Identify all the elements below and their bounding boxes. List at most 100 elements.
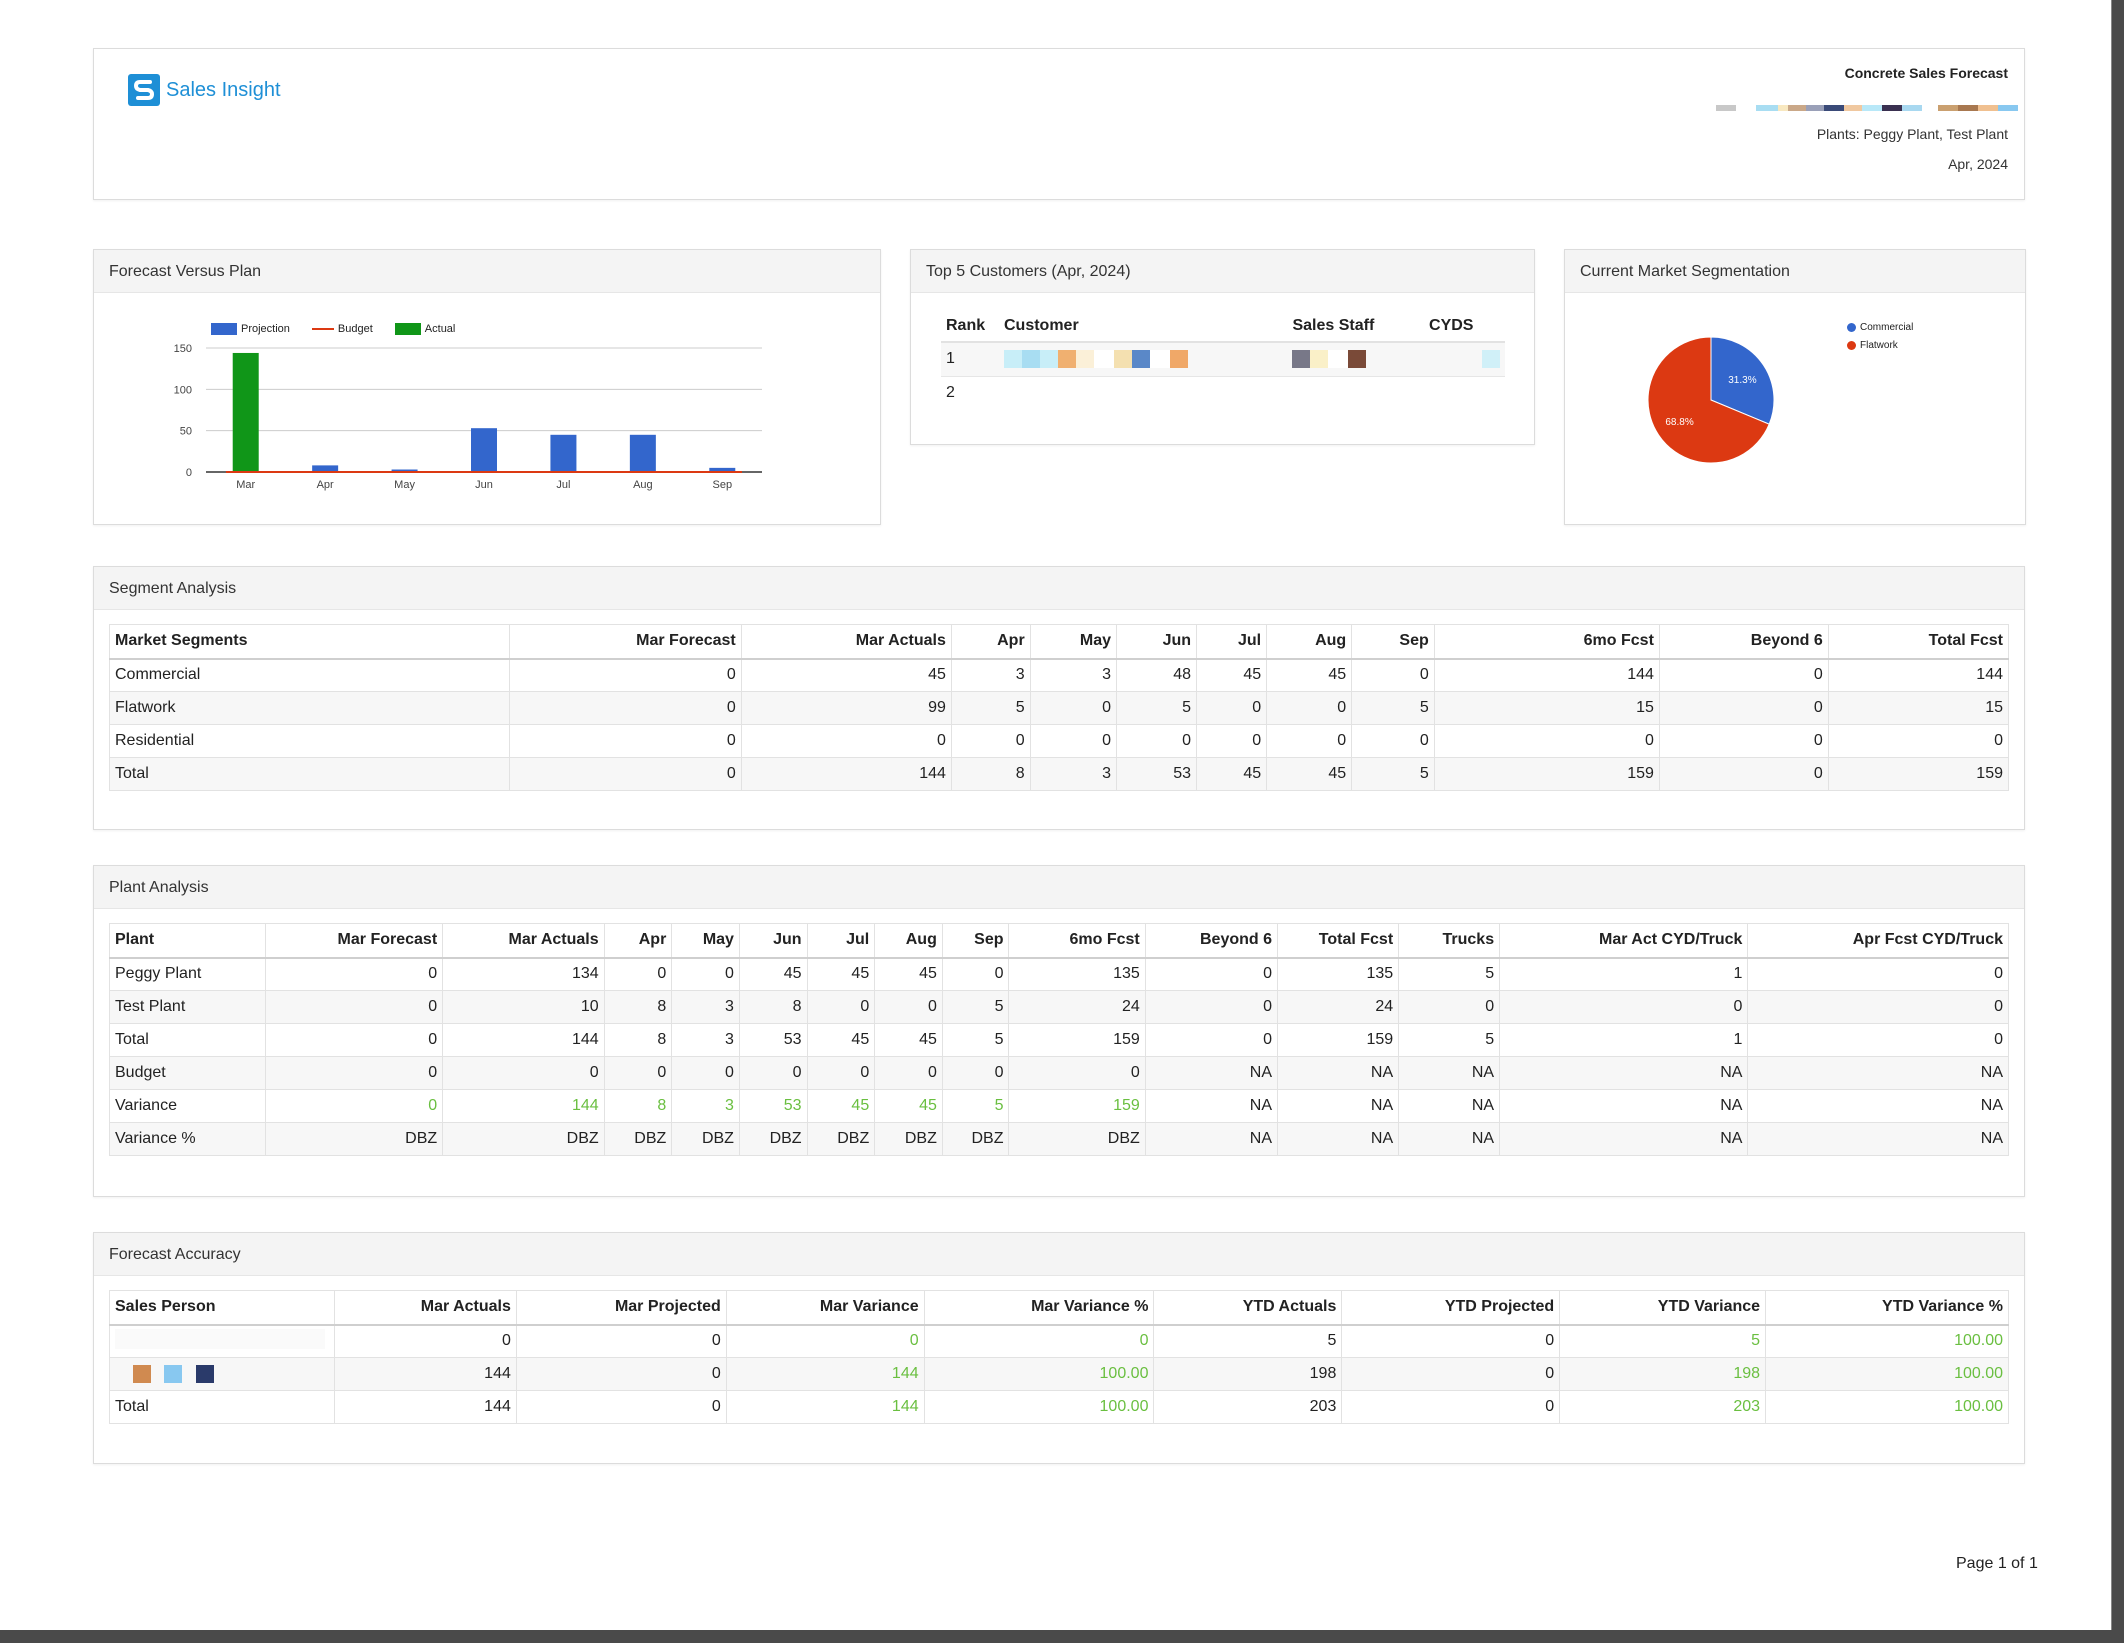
sales-insight-logo-icon [128, 74, 160, 106]
table-cell: NA [1277, 1122, 1400, 1156]
table-cell: 0 [603, 1056, 673, 1090]
table-cell: 8 [738, 990, 808, 1024]
table-cell: 53 [738, 1089, 808, 1123]
table-cell: 5 [1115, 691, 1198, 725]
table-cell: 134 [442, 957, 605, 991]
table-cell: 45 [874, 957, 943, 991]
table-cell: 5 [941, 990, 1010, 1024]
table-cell: NA [1277, 1056, 1400, 1090]
table-cell: 0 [265, 957, 444, 991]
table-cell: 0 [941, 957, 1010, 991]
col-rank: Rank [941, 316, 999, 343]
table-cell: Residential [108, 724, 511, 758]
col-customer: Customer [999, 316, 1288, 343]
table-cell: 8 [950, 757, 1031, 791]
redacted-color-strip [1716, 105, 2018, 111]
table-cell: 0 [1341, 1390, 1561, 1424]
column-header: YTD Projected [1341, 1290, 1561, 1326]
table-cell: NA [1144, 1122, 1279, 1156]
table-cell: 198 [1559, 1357, 1767, 1391]
pie-slice-label: 68.8% [1665, 417, 1693, 428]
table-cell: 45 [740, 658, 952, 692]
column-header: Mar Forecast [509, 624, 742, 660]
market-segmentation-panel: Current Market Segmentation 31.3% 68.8% C… [1564, 249, 2026, 525]
table-cell: 0 [265, 1056, 444, 1090]
column-header: Jun [738, 923, 808, 959]
y-tick-label: 150 [174, 343, 192, 355]
column-header: Jun [1115, 624, 1198, 660]
table-cell: 144 [333, 1357, 517, 1391]
table-row: 1 [941, 342, 1505, 377]
column-header: Apr [603, 923, 673, 959]
table-cell: 0 [1658, 691, 1829, 725]
legend-projection-swatch [211, 323, 237, 335]
bar-projection [391, 469, 418, 472]
column-header: Apr [950, 624, 1031, 660]
table-cell: 100.00 [1765, 1357, 2009, 1391]
column-header: Mar Variance [725, 1290, 925, 1326]
table-cell: 0 [509, 658, 742, 692]
table-cell: 0 [874, 990, 943, 1024]
panel-title: Segment Analysis [94, 567, 2024, 610]
table-cell: 15 [1827, 691, 2010, 725]
table-cell: 0 [509, 691, 742, 725]
segment-analysis-table: Market Segments Mar Forecast Mar Actuals Ap… [108, 624, 2010, 791]
report-header: Sales Insight Concrete Sales Forecast Pl… [93, 48, 2025, 200]
customer-redacted [999, 342, 1288, 377]
bar-projection [629, 434, 656, 472]
table-cell: 45 [738, 957, 808, 991]
table-cell: 0 [1658, 658, 1829, 692]
pie-slice [1647, 336, 1770, 464]
table-cell: 0 [1658, 757, 1829, 791]
table-cell: 45 [806, 1023, 876, 1057]
legend-actual-label: Actual [424, 323, 456, 335]
table-cell: 0 [333, 1324, 517, 1358]
table-cell: 0 [874, 1056, 943, 1090]
table-cell: DBZ [806, 1122, 876, 1156]
table-cell: 203 [1559, 1390, 1767, 1424]
chart-legend: Projection Budget Actual [211, 323, 455, 335]
column-header: YTD Actuals [1153, 1290, 1343, 1326]
table-cell: NA [1747, 1056, 2009, 1090]
forecast-accuracy-table: Sales Person Mar Actuals Mar Projected Mar … [109, 1290, 2009, 1424]
table-cell: 0 [1115, 724, 1198, 758]
table-cell: 8 [603, 1023, 673, 1057]
legend-flatwork-dot [1847, 340, 1856, 350]
table-cell: NA [1144, 1089, 1279, 1123]
table-cell: 24 [1008, 990, 1146, 1024]
table-cell: 0 [725, 1324, 925, 1358]
table-row: Total 0 144 8 3 53 45 45 5 159 0 159 5 1 0 [108, 1023, 2009, 1057]
table-cell: 0 [950, 724, 1031, 758]
panel-title: Top 5 Customers (Apr, 2024) [911, 250, 1534, 293]
table-cell: 0 [515, 1390, 727, 1424]
table-cell: 0 [1747, 1023, 2009, 1057]
table-cell: DBZ [941, 1122, 1010, 1156]
column-header: Jul [806, 923, 876, 959]
column-header: Beyond 6 [1144, 923, 1279, 959]
table-cell: 10 [442, 990, 605, 1024]
table-cell: 0 [1008, 1056, 1146, 1090]
column-header: Sep [1351, 624, 1435, 660]
table-row: Variance 0 144 8 3 53 45 45 5 159 NA NA NA NA NA [108, 1089, 2009, 1123]
table-cell: 45 [806, 957, 876, 991]
legend-actual-swatch [394, 323, 421, 335]
table-cell: NA [1499, 1089, 1749, 1123]
rank-cell: 1 [941, 342, 999, 377]
table-cell: 45 [1266, 658, 1353, 692]
x-tick-label: May [394, 479, 415, 491]
table-cell: 0 [1144, 957, 1279, 991]
table-cell: 0 [265, 990, 444, 1024]
table-cell: DBZ [738, 1122, 808, 1156]
column-header: Sales Person [109, 1290, 335, 1326]
table-cell: 0 [671, 957, 740, 991]
table-cell: NA [1747, 1122, 2009, 1156]
panel-title: Forecast Versus Plan [94, 250, 880, 293]
table-cell: 0 [265, 1089, 444, 1123]
table-cell: 0 [740, 724, 952, 758]
table-cell: 0 [923, 1324, 1155, 1358]
table-cell: 0 [1266, 691, 1353, 725]
table-cell: DBZ [265, 1122, 444, 1156]
table-cell: NA [1398, 1122, 1501, 1156]
table-row: Flatwork 0 99 5 0 5 0 0 5 15 0 15 [108, 691, 2010, 725]
